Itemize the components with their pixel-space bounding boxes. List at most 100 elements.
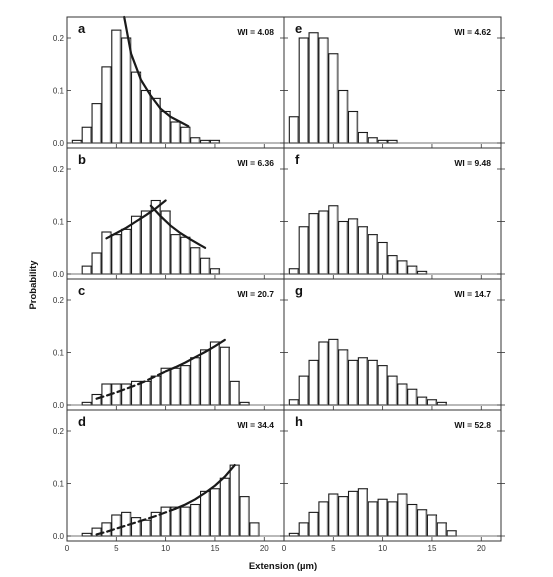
bar <box>308 32 319 144</box>
bar <box>140 210 151 275</box>
fit-curve-solid <box>174 464 236 510</box>
y-tick-label: 0.1 <box>53 480 65 489</box>
bar <box>367 359 378 406</box>
bar <box>357 488 368 537</box>
panel-letter: b <box>78 152 86 167</box>
x-tick-label: 0 <box>65 544 70 553</box>
bar <box>111 29 122 144</box>
bar <box>328 53 339 144</box>
bar <box>446 530 457 537</box>
fit-curve-solid <box>105 199 167 240</box>
bar <box>328 205 339 275</box>
bar <box>239 496 250 537</box>
bar <box>209 268 221 275</box>
fit-curve-dashed <box>95 507 177 536</box>
bar <box>407 388 418 406</box>
panel-g: g WI = 14.7 <box>280 278 505 411</box>
bar <box>328 493 339 537</box>
bar <box>318 341 329 406</box>
wi-label: WI = 52.8 <box>454 420 491 430</box>
bar <box>347 218 359 275</box>
bar <box>318 501 329 537</box>
bar <box>121 228 132 275</box>
bar <box>338 349 349 406</box>
bar <box>407 265 418 275</box>
wi-label: WI = 6.36 <box>237 158 274 168</box>
x-tick-label: 15 <box>211 544 220 553</box>
bar <box>397 260 408 275</box>
panel-letter: e <box>295 21 302 36</box>
y-tick-label: 0.2 <box>53 296 65 305</box>
x-tick-label: 20 <box>477 544 486 553</box>
panel-letter: a <box>78 21 86 36</box>
bar <box>288 116 299 144</box>
bar <box>130 71 142 144</box>
panel-a: 0.0 0.1 0.2 a WI = 4.08 <box>53 15 285 149</box>
bar <box>318 37 329 144</box>
bar <box>426 514 438 537</box>
bar <box>387 255 398 275</box>
fit-curve-solid <box>149 204 207 249</box>
bar <box>150 375 161 406</box>
bar <box>288 399 299 406</box>
bar <box>308 213 319 275</box>
fit-curve-dashed <box>95 370 167 400</box>
bar <box>101 66 112 144</box>
panels-group: 0.0 0.1 0.2 a WI = 4.080.0 0.1 0.2 b WI = 6.36 0.… <box>53 15 505 553</box>
x-axis-title: Extension (µm) <box>249 561 317 572</box>
bar <box>200 490 211 537</box>
bar <box>417 396 428 406</box>
bar <box>190 503 201 537</box>
wi-label: WI = 4.62 <box>454 27 491 37</box>
bar <box>308 359 319 406</box>
bar <box>328 338 339 406</box>
y-tick-label: 0.2 <box>53 165 65 174</box>
bar <box>357 131 368 144</box>
y-tick-label: 0.1 <box>53 349 65 358</box>
bar <box>338 220 349 275</box>
x-tick-label: 0 <box>282 544 287 553</box>
panel-c: 0.0 0.1 0.2 c WI = 20.7 <box>53 278 285 411</box>
bar <box>111 234 122 275</box>
bar <box>81 126 92 144</box>
wi-label: WI = 4.08 <box>237 27 274 37</box>
bar <box>180 365 191 406</box>
bar <box>357 226 368 275</box>
bar <box>397 383 408 406</box>
x-tick-label: 10 <box>161 544 170 553</box>
y-tick-label: 0.2 <box>53 427 65 436</box>
bar <box>338 89 349 144</box>
x-tick-label: 10 <box>378 544 387 553</box>
y-tick-label: 0.1 <box>53 87 65 96</box>
panel-letter: f <box>295 152 300 167</box>
bar <box>367 137 378 144</box>
bar <box>298 375 309 406</box>
bar <box>436 522 447 537</box>
y-tick-label: 0.0 <box>53 139 65 148</box>
x-tick-label: 15 <box>428 544 437 553</box>
bar <box>229 380 240 406</box>
bar <box>397 493 408 537</box>
bar <box>298 522 309 537</box>
bar <box>377 365 388 406</box>
bar <box>209 488 221 537</box>
bar <box>347 110 359 144</box>
bar <box>377 241 388 275</box>
x-tick-label: 5 <box>114 544 119 553</box>
bar <box>140 89 151 144</box>
bar <box>298 226 309 275</box>
bar <box>229 464 240 537</box>
bar <box>91 103 102 144</box>
y-tick-label: 0.2 <box>53 34 65 43</box>
bar <box>308 511 319 537</box>
bar <box>387 375 398 406</box>
wi-label: WI = 9.48 <box>454 158 491 168</box>
bar <box>338 496 349 537</box>
bar <box>190 247 201 275</box>
bar <box>111 514 122 537</box>
bar <box>367 234 378 275</box>
bar <box>190 137 201 144</box>
bar <box>347 490 359 537</box>
bar <box>200 349 211 406</box>
